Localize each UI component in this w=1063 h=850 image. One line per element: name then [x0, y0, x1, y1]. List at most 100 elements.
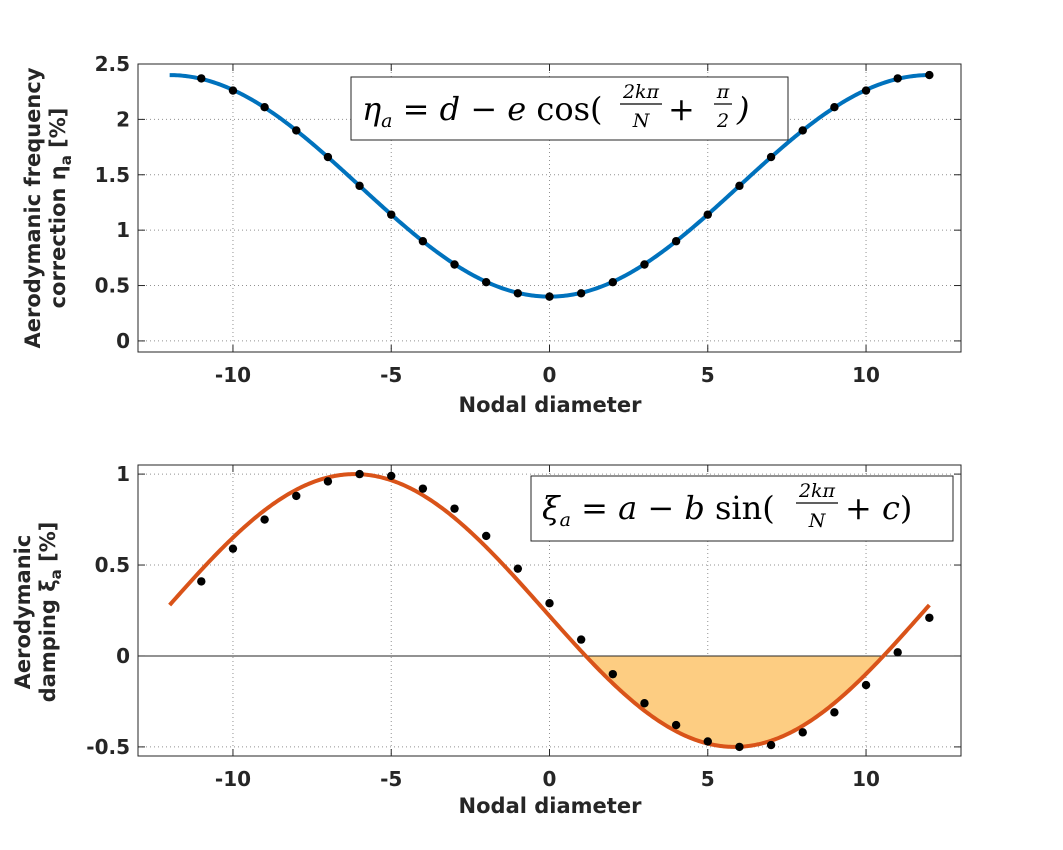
data-point	[418, 484, 428, 493]
data-point	[545, 292, 554, 301]
y-tick-label: 1.5	[95, 163, 130, 187]
svg-text:π: π	[716, 81, 730, 103]
data-point	[387, 210, 396, 219]
y-tick-label: 2	[116, 107, 130, 131]
data-point	[640, 260, 649, 269]
data-point	[798, 126, 807, 135]
data-point	[671, 237, 681, 246]
bottom-formula: ξa = a − b sin(	[542, 489, 775, 531]
x-tick-label: -10	[215, 363, 251, 387]
data-point	[671, 720, 681, 730]
data-point	[735, 181, 744, 191]
top-formula-tail: +	[668, 90, 695, 128]
y-tick-label: 0.5	[95, 274, 130, 298]
bottom-x-tick-labels: -10 -5 0 5 10	[215, 767, 880, 791]
data-point	[387, 471, 396, 481]
bottom-curve-layer	[168, 472, 931, 749]
x-tick-label: -10	[215, 767, 251, 791]
data-point	[323, 477, 333, 486]
x-tick-label: 0	[543, 767, 557, 791]
data-point	[450, 504, 459, 513]
bottom-formula-tail: + c)	[845, 489, 912, 527]
top-x-axis-label: Nodal diameter	[459, 393, 643, 417]
top-y-tick-labels: 0 0.5 1 1.5 2 2.5	[95, 52, 130, 353]
bottom-y-axis-label-line2: damping ξa [%]	[36, 522, 65, 703]
data-point	[893, 74, 902, 83]
data-point	[608, 669, 618, 679]
data-point	[197, 577, 206, 586]
data-point	[355, 469, 364, 479]
top-panel: -10 -5 0 5 10 0 0.5 1 1.5 2 2.5 Nodal diameter Ae…	[21, 52, 962, 417]
top-y-axis-label: Aerodymanic frequency correction ηa [%]	[21, 67, 75, 348]
data-point	[228, 544, 238, 553]
series-line	[168, 472, 931, 749]
svg-text:): )	[736, 90, 749, 128]
bottom-y-tick-labels: -0.5 0 0.5 1	[86, 462, 130, 759]
data-point	[260, 103, 269, 112]
data-point	[292, 491, 301, 501]
data-point	[640, 699, 649, 708]
bottom-ticks	[138, 465, 961, 756]
data-point	[703, 737, 712, 746]
x-tick-label: -5	[380, 363, 402, 387]
y-tick-label: 1	[116, 218, 130, 242]
data-point	[513, 564, 523, 573]
data-point	[925, 70, 934, 80]
data-point	[925, 613, 934, 622]
y-tick-label: -0.5	[86, 735, 130, 759]
svg-text:2: 2	[716, 110, 729, 132]
data-point	[323, 152, 333, 162]
x-tick-label: 5	[701, 363, 715, 387]
svg-text:2kπ: 2kπ	[798, 480, 836, 502]
negative-damping-fill	[585, 655, 882, 747]
data-point	[735, 742, 744, 752]
data-point	[576, 635, 586, 644]
y-tick-label: 0	[116, 644, 130, 668]
x-tick-label: 10	[852, 363, 880, 387]
data-point	[450, 260, 459, 269]
top-formula-box: ηa = d − e cos( 2kπ N + π 2 )	[350, 76, 789, 141]
top-ticks	[138, 63, 961, 352]
data-point	[861, 86, 871, 95]
data-point	[418, 237, 428, 246]
data-point	[481, 278, 491, 287]
data-point	[830, 708, 839, 717]
data-point	[355, 181, 364, 191]
bottom-fill-layer	[585, 655, 882, 747]
bottom-x-axis-label: Nodal diameter	[459, 794, 643, 818]
x-tick-label: -5	[380, 767, 402, 791]
data-point	[798, 728, 807, 737]
bottom-y-axis-label: Aerodymanic damping ξa [%]	[11, 522, 65, 703]
top-y-axis-label-line1: Aerodymanic frequency	[21, 67, 45, 348]
data-point	[576, 289, 586, 298]
bottom-markers	[197, 469, 934, 752]
bottom-y-axis-label-line1: Aerodymanic	[11, 535, 35, 690]
data-point	[228, 86, 238, 95]
y-tick-label: 0	[116, 329, 130, 353]
data-point	[830, 103, 839, 112]
top-markers	[197, 70, 934, 301]
svg-text:N: N	[808, 510, 827, 532]
bottom-formula-box: ξa = a − b sin( 2kπ N + c)	[530, 475, 954, 542]
svg-text:N: N	[632, 110, 651, 132]
data-point	[513, 289, 523, 298]
bottom-panel: -10 -5 0 5 10 -0.5 0 0.5 1 Nodal diameter Aerod…	[11, 462, 962, 818]
data-point	[893, 648, 902, 657]
data-point	[608, 278, 618, 287]
y-tick-label: 0.5	[95, 553, 130, 577]
top-x-tick-labels: -10 -5 0 5 10	[215, 363, 880, 387]
data-point	[766, 152, 776, 162]
y-tick-label: 2.5	[95, 52, 130, 76]
x-tick-label: 10	[852, 767, 880, 791]
data-point	[861, 680, 871, 690]
data-point	[197, 74, 206, 83]
top-formula: ηa = d − e cos(	[362, 90, 603, 132]
top-formula-frac1: 2kπ	[622, 81, 660, 103]
data-point	[766, 740, 776, 750]
x-tick-label: 5	[701, 767, 715, 791]
y-tick-label: 1	[116, 462, 130, 486]
x-tick-label: 0	[543, 363, 557, 387]
data-point	[703, 210, 712, 219]
top-y-axis-label-line2: correction ηa [%]	[46, 108, 75, 309]
